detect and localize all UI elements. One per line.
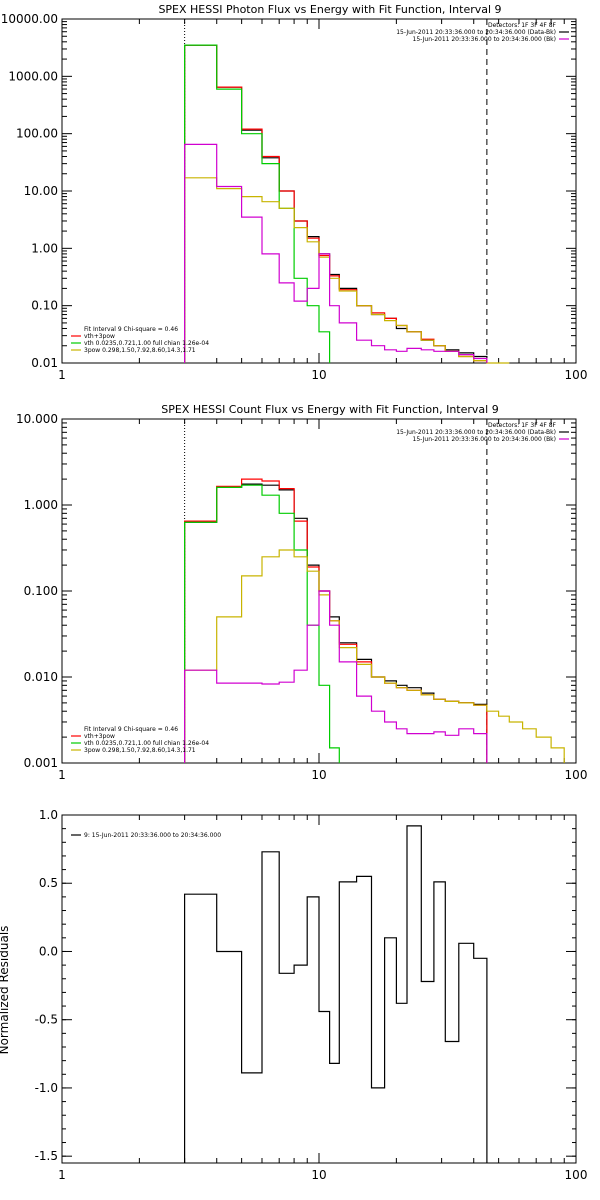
photon-legend-entry: 3pow 0.298,1.50,7.92,8.60,14.3,1.71 (84, 347, 196, 354)
photon-legend-entry: vth 0.0235,0.721,1.00 full chian 1.26e-0… (84, 340, 209, 347)
count-vertical-markers (184, 419, 488, 763)
photon-legend-bottom-left: Fit Interval 9 Chi-square = 0.46vth+3pow… (71, 326, 209, 354)
photon-series-group (184, 44, 510, 364)
count-x-tick-label: 10 (311, 768, 326, 782)
photon-plot-title: SPEX HESSI Photon Flux vs Energy with Fi… (158, 3, 501, 16)
photon-flux-panel: SPEX HESSI Photon Flux vs Energy with Fi… (1, 3, 588, 382)
count-x-tick-label: 100 (565, 768, 588, 782)
residuals-y-ticks: 1.0 0.5 0.0 -0.5 -1.0 -1.5 (35, 808, 576, 1163)
count-x-tick-label: 1 (58, 768, 66, 782)
photon-legend-entry: Detectors: 1F 3F 4F 8F (488, 22, 557, 29)
residuals-y-tick-label: 1.0 (39, 808, 58, 822)
photon-series-vth-3pow (184, 44, 488, 363)
residuals-panel: Normalized Residuals 1 10 100 1.0 0.5 0.0 -0.… (0, 808, 587, 1182)
count-legend-bottom-left: Fit Interval 9 Chi-square = 0.46vth+3pow… (71, 726, 209, 754)
photon-series-vth (184, 44, 331, 363)
count-plot-title: SPEX HESSI Count Flux vs Energy with Fit… (161, 403, 498, 416)
photon-y-tick-label: 0.01 (31, 356, 58, 370)
count-y-tick-label: 1.000 (24, 498, 58, 512)
photon-series-3pow (184, 177, 510, 364)
photon-vertical-markers (184, 19, 488, 363)
photon-x-tick-label: 1 (58, 368, 66, 382)
residuals-y-tick-label: -0.5 (35, 1013, 58, 1027)
count-legend-entry: 15-Jun-2011 20:33:36.000 to 20:34:36.000… (396, 429, 556, 436)
count-flux-panel: SPEX HESSI Count Flux vs Energy with Fit… (16, 403, 587, 782)
count-series-3pow (184, 549, 565, 763)
photon-legend-entry: 15-Jun-2011 20:33:36.000 to 20:34:36.000… (413, 36, 556, 43)
count-y-tick-label: 0.100 (24, 584, 58, 598)
photon-y-ticks: 10000.00 1000.00 100.00 10.00 1.00 0.10 0.01 (1, 12, 576, 370)
residuals-x-ticks: 1 10 100 (58, 815, 587, 1182)
count-y-tick-label: 0.001 (24, 756, 58, 770)
photon-x-tick-label: 10 (311, 368, 326, 382)
photon-x-ticks: 1 10 100 (58, 19, 587, 382)
count-legend-entry: vth+3pow (84, 733, 115, 740)
residuals-y-tick-label: 0.5 (39, 876, 58, 890)
photon-x-tick-label: 100 (565, 368, 588, 382)
residuals-y-tick-label: -1.0 (35, 1081, 58, 1095)
residuals-x-tick-label: 1 (58, 1168, 66, 1182)
residuals-y-tick-label: 0.0 (39, 944, 58, 958)
count-series-bk (184, 590, 488, 763)
count-legend-entry: Detectors: 1F 3F 4F 8F (488, 422, 557, 429)
count-legend-entry: vth 0.0235,0.721,1.00 full chian 1.26e-0… (84, 740, 209, 747)
photon-series-data-bk (184, 44, 488, 363)
photon-y-tick-label: 10.00 (24, 184, 58, 198)
residuals-series-group (184, 825, 488, 1163)
photon-legend-entry: Fit Interval 9 Chi-square = 0.46 (84, 326, 178, 333)
count-y-tick-label: 10.000 (16, 412, 58, 426)
residuals-x-tick-label: 100 (565, 1168, 588, 1182)
residuals-y-axis-label: Normalized Residuals (0, 926, 11, 1055)
residuals-series-9-15-jun-2011-20-33-36-000-to-20-34-36-000 (184, 825, 488, 1163)
residuals-legend: 9: 15-Jun-2011 20:33:36.000 to 20:34:36.… (71, 832, 221, 839)
residuals-legend-entry: 9: 15-Jun-2011 20:33:36.000 to 20:34:36.… (84, 832, 221, 839)
residuals-y-tick-label: -1.5 (35, 1149, 58, 1163)
photon-legend-entry: vth+3pow (84, 333, 115, 340)
photon-legend-entry: 15-Jun-2011 20:33:36.000 to 20:34:36.000… (396, 29, 556, 36)
count-series-data-bk (184, 483, 488, 763)
count-y-tick-label: 0.010 (24, 670, 58, 684)
count-x-ticks: 1 10 100 (58, 419, 587, 782)
photon-y-tick-label: 1.00 (31, 241, 58, 255)
count-legend-entry: 15-Jun-2011 20:33:36.000 to 20:34:36.000… (413, 436, 556, 443)
photon-y-tick-label: 0.10 (31, 299, 58, 313)
residuals-x-tick-label: 10 (311, 1168, 326, 1182)
count-legend-entry: 3pow 0.298,1.50,7.92,8.60,14.3,1.71 (84, 747, 196, 754)
photon-y-tick-label: 100.00 (16, 127, 58, 141)
photon-y-tick-label: 10000.00 (1, 12, 58, 26)
count-y-ticks: 10.000 1.000 0.100 0.010 0.001 (16, 412, 576, 770)
count-series-vth (184, 484, 340, 763)
photon-series-bk (184, 143, 488, 363)
count-series-group (184, 478, 565, 763)
photon-y-tick-label: 1000.00 (8, 69, 58, 83)
count-legend-entry: Fit Interval 9 Chi-square = 0.46 (84, 726, 178, 733)
